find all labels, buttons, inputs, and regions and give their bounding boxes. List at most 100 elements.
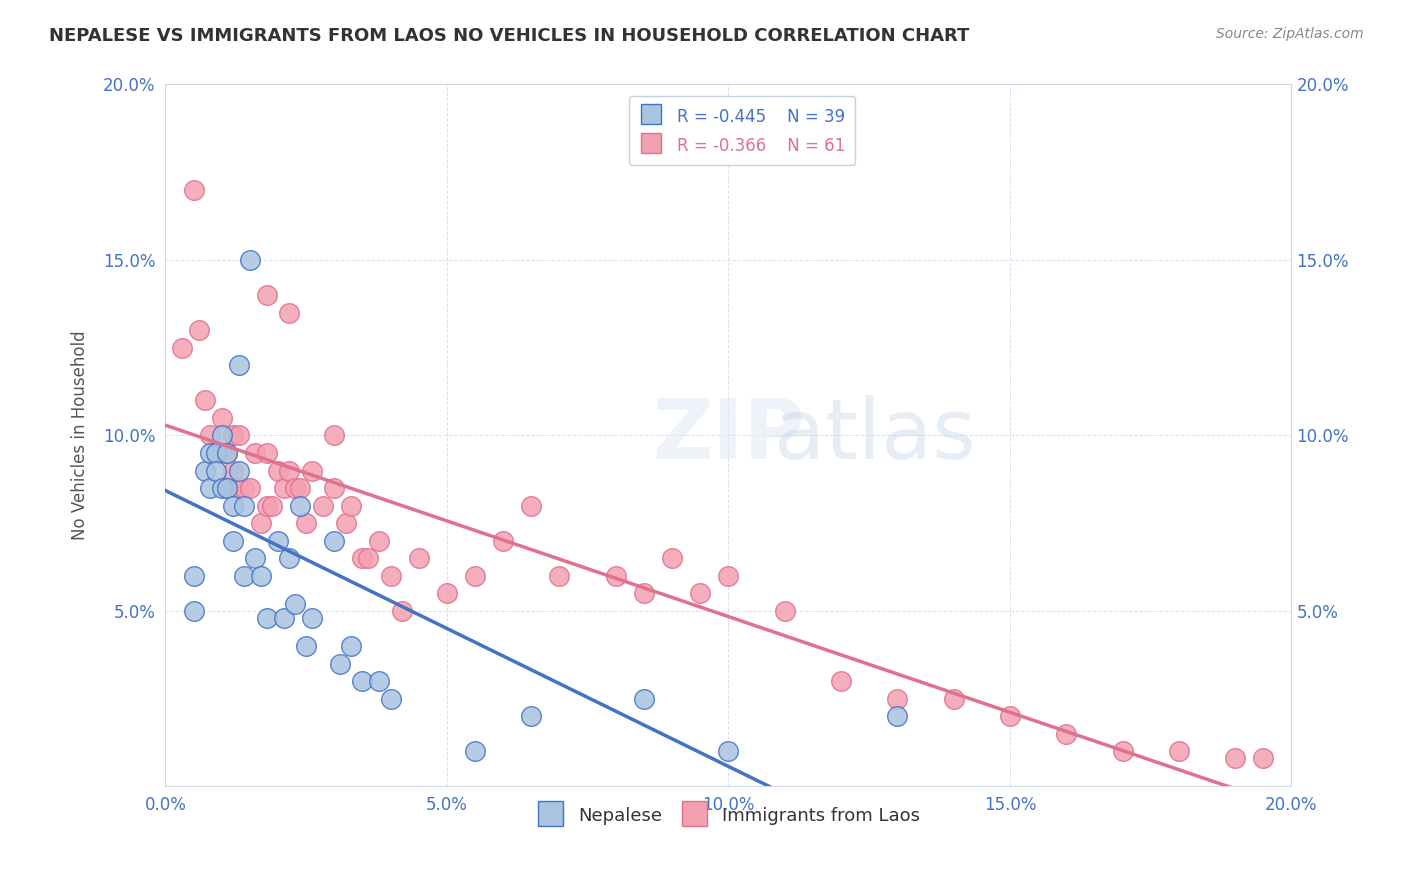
Legend: Nepalese, Immigrants from Laos: Nepalese, Immigrants from Laos: [530, 797, 927, 834]
Point: [200, 428, 222, 442]
Point: [278, 305, 301, 319]
Point: [211, 481, 233, 495]
Point: [245, 446, 267, 460]
Point: [942, 691, 965, 706]
Point: [436, 586, 458, 600]
Point: [830, 674, 852, 689]
Point: [262, 499, 284, 513]
Point: [548, 569, 571, 583]
Point: [200, 446, 222, 460]
Point: [340, 499, 363, 513]
Point: [205, 446, 228, 460]
Point: [217, 446, 239, 460]
Point: [312, 499, 335, 513]
Point: [605, 569, 627, 583]
Point: [464, 569, 486, 583]
Y-axis label: No Vehicles in Household: No Vehicles in Household: [72, 331, 89, 541]
Point: [661, 551, 683, 566]
Point: [205, 446, 228, 460]
Point: [239, 252, 262, 267]
Point: [183, 183, 205, 197]
Point: [228, 464, 250, 478]
Point: [301, 611, 323, 625]
Point: [217, 481, 239, 495]
Point: [295, 516, 318, 531]
Point: [239, 481, 262, 495]
Point: [205, 464, 228, 478]
Point: [217, 446, 239, 460]
Point: [183, 569, 205, 583]
Point: [391, 604, 413, 618]
Point: [492, 533, 515, 548]
Point: [295, 639, 318, 653]
Point: [267, 464, 290, 478]
Point: [256, 446, 278, 460]
Text: Source: ZipAtlas.com: Source: ZipAtlas.com: [1216, 27, 1364, 41]
Point: [267, 533, 290, 548]
Point: [352, 674, 374, 689]
Point: [1253, 751, 1275, 765]
Point: [357, 551, 380, 566]
Point: [250, 569, 273, 583]
Point: [172, 341, 194, 355]
Point: [211, 411, 233, 425]
Point: [352, 551, 374, 566]
Text: NEPALESE VS IMMIGRANTS FROM LAOS NO VEHICLES IN HOUSEHOLD CORRELATION CHART: NEPALESE VS IMMIGRANTS FROM LAOS NO VEHI…: [49, 27, 970, 45]
Point: [886, 691, 908, 706]
Text: atlas: atlas: [773, 395, 976, 476]
Point: [273, 481, 295, 495]
Point: [233, 481, 256, 495]
Point: [233, 499, 256, 513]
Point: [194, 393, 217, 408]
Point: [301, 464, 323, 478]
Point: [222, 464, 245, 478]
Point: [408, 551, 430, 566]
Point: [464, 744, 486, 758]
Point: [633, 586, 655, 600]
Point: [998, 709, 1021, 723]
Point: [1167, 744, 1189, 758]
Point: [222, 533, 245, 548]
Point: [1054, 727, 1077, 741]
Point: [250, 516, 273, 531]
Point: [323, 533, 346, 548]
Point: [368, 533, 391, 548]
Point: [886, 709, 908, 723]
Point: [211, 446, 233, 460]
Point: [368, 674, 391, 689]
Point: [1111, 744, 1133, 758]
Point: [520, 499, 543, 513]
Point: [380, 569, 402, 583]
Point: [200, 481, 222, 495]
Point: [290, 481, 312, 495]
Point: [217, 481, 239, 495]
Point: [689, 586, 711, 600]
Point: [329, 657, 352, 671]
Point: [256, 288, 278, 302]
Point: [520, 709, 543, 723]
Point: [228, 481, 250, 495]
Point: [194, 464, 217, 478]
Point: [773, 604, 796, 618]
Point: [228, 428, 250, 442]
Text: ZIP: ZIP: [652, 395, 804, 476]
Point: [233, 569, 256, 583]
Point: [717, 569, 740, 583]
Point: [222, 428, 245, 442]
Point: [335, 516, 357, 531]
Point: [1223, 751, 1246, 765]
Point: [245, 551, 267, 566]
Point: [278, 551, 301, 566]
Point: [633, 691, 655, 706]
Point: [273, 611, 295, 625]
Point: [278, 464, 301, 478]
Point: [323, 428, 346, 442]
Point: [183, 604, 205, 618]
Point: [340, 639, 363, 653]
Point: [717, 744, 740, 758]
Point: [323, 481, 346, 495]
Point: [290, 499, 312, 513]
Point: [222, 499, 245, 513]
Point: [284, 597, 307, 611]
Point: [188, 323, 211, 337]
